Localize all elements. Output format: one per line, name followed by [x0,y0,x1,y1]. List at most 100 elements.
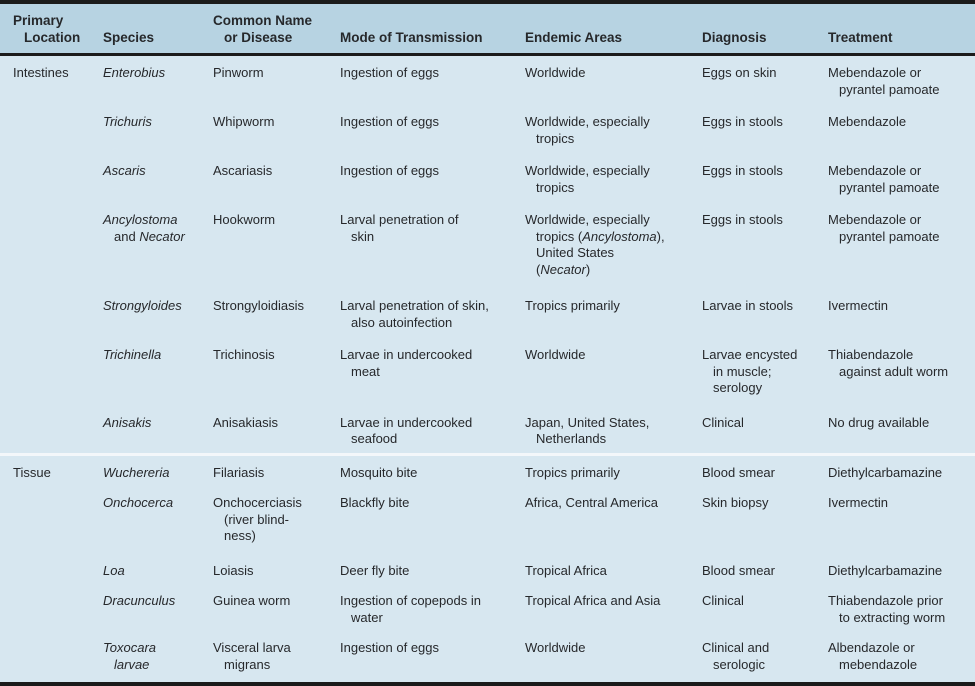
cell-diagnosis-text: Skin biopsy [702,495,769,510]
cell-mode-of-transmission: Ingestion of eggs [340,55,525,111]
column-header-label: Diagnosis [702,29,767,45]
cell-species-text: Toxocara larvae [103,640,156,672]
table-row: Strongyloides Strongyloidiasis Larval pene… [0,294,975,343]
cell-endemic-areas-text: Worldwide [525,65,586,80]
cell-common-name-text: Visceral larva migrans [213,640,291,672]
cell-species-text: Enterobius [103,65,166,80]
table-row: Tissue Wuchereria Filariasis Mosquito bite T… [0,452,975,682]
cell-diagnosis-text: Larvae encysted in muscle; serology [702,347,798,395]
cell-treatment-text: Ivermectin [828,298,888,313]
cell-endemic-areas-text: Worldwide, especially tropics (Ancylostom… [525,212,665,277]
cell-diagnosis-text: Larvae in stools [702,298,794,313]
column-header: Mode of Transmission [340,4,525,56]
cell-species-text: Dracunculus [103,593,176,608]
cell-species: Trichuris [103,110,213,159]
cell-common-name-text: Guinea worm [213,593,291,608]
cell-common-name-text: Pinworm [213,65,264,80]
cell-diagnosis: Blood smear [702,559,828,590]
table-row: Loa Loiasis Deer fly bite Tropical Africa Bl… [0,559,975,590]
cell-endemic-areas: Tropical Africa and Asia [525,589,702,636]
cell-endemic-areas-text: Tropics primarily [525,298,620,313]
cell-treatment-text: Thiabendazole against adult worm [828,347,949,379]
table-row: Ascaris Ascariasis Ingestion of eggs Worldw… [0,159,975,208]
cell-species: Onchocerca [103,491,213,559]
column-header-label: Mode of Transmission [340,29,483,45]
cell-common-name: Ascariasis [213,159,340,208]
cell-diagnosis-text: Clinical [702,593,744,608]
cell-endemic-areas: Worldwide, especially tropics [525,110,702,159]
cell-diagnosis-text: Eggs on skin [702,65,777,80]
cell-species: Enterobius [103,55,213,111]
cell-mode-of-transmission: Ingestion of eggs [340,636,525,682]
cell-treatment: Mebendazole or pyrantel pamoate [828,208,975,294]
cell-species: Ascaris [103,159,213,208]
cell-treatment: Thiabendazole prior to extracting worm [828,589,975,636]
cell-species-text: Loa [103,562,125,578]
cell-mode-of-transmission-text: Larval penetration of skin, also autoinfe… [340,298,489,330]
cell-mode-of-transmission-text: Ingestion of eggs [340,640,440,655]
cell-mode-of-transmission: Deer fly bite [340,559,525,590]
cell-treatment-text: Diethylcarbamazine [828,562,943,578]
cell-common-name: Onchocerciasis (river blind-ness) [213,491,340,559]
cell-endemic-areas: Japan, United States, Netherlands [525,411,702,455]
cell-treatment-text: Diethylcarbamazine [828,464,943,480]
cell-common-name: Loiasis [213,559,340,590]
column-header-label: Species [103,29,155,45]
cell-mode-of-transmission: Larvae in undercooked seafood [340,411,525,455]
cell-common-name-text: Strongyloidiasis [213,298,305,313]
nematode-parasite-table: Primary Location Species Common Name or Dise… [0,4,975,682]
cell-diagnosis: Eggs in stools [702,159,828,208]
cell-endemic-areas: Worldwide, especially tropics [525,159,702,208]
cell-diagnosis: Eggs in stools [702,110,828,159]
cell-primary-location: Intestines [0,55,103,455]
cell-mode-of-transmission-text: Larvae in undercooked seafood [340,414,473,447]
cell-species: Wuchereria [103,452,213,491]
cell-mode-of-transmission-text: Larval penetration of skin [340,212,459,244]
section-intestines: Intestines Enterobius Pinworm Ingestion of … [0,55,975,455]
cell-treatment: Mebendazole [828,110,975,159]
cell-treatment: Thiabendazole against adult worm [828,343,975,411]
cell-species: Ancylostoma and Necator [103,208,213,294]
cell-common-name-text: Trichinosis [213,347,275,362]
cell-treatment: Mebendazole or pyrantel pamoate [828,55,975,111]
cell-primary-location: Tissue [0,452,103,682]
cell-endemic-areas: Africa, Central America [525,491,702,559]
cell-species-text: Trichuris [103,114,152,129]
cell-diagnosis-text: Blood smear [702,464,775,480]
cell-mode-of-transmission: Ingestion of eggs [340,110,525,159]
cell-endemic-areas-text: Worldwide [525,640,586,655]
cell-diagnosis: Clinical and serologic [702,636,828,682]
cell-endemic-areas: Tropics primarily [525,452,702,491]
cell-endemic-areas-text: Worldwide, especially tropics [525,114,650,146]
cell-diagnosis-text: Eggs in stools [702,212,783,227]
table-row: Toxocara larvae Visceral larva migrans Inges… [0,636,975,682]
cell-species-text: Anisakis [103,414,152,430]
column-header: Species [103,4,213,56]
cell-mode-of-transmission: Larvae in undercooked meat [340,343,525,411]
cell-endemic-areas: Worldwide [525,636,702,682]
cell-diagnosis-text: Eggs in stools [702,114,783,129]
cell-common-name-text: Anisakiasis [213,414,279,430]
cell-treatment: Diethylcarbamazine [828,559,975,590]
cell-treatment: Albendazole or mebendazole [828,636,975,682]
cell-endemic-areas: Tropical Africa [525,559,702,590]
table-row: Intestines Enterobius Pinworm Ingestion of … [0,55,975,111]
column-header-label: Endemic Areas [525,29,623,45]
cell-common-name-text: Hookworm [213,212,276,227]
cell-mode-of-transmission: Mosquito bite [340,452,525,491]
cell-common-name: Guinea worm [213,589,340,636]
cell-endemic-areas: Worldwide [525,343,702,411]
table-row: Trichuris Whipworm Ingestion of eggs Worldw… [0,110,975,159]
cell-treatment: Mebendazole or pyrantel pamoate [828,159,975,208]
cell-common-name: Strongyloidiasis [213,294,340,343]
cell-mode-of-transmission: Larval penetration of skin, also autoinfe… [340,294,525,343]
cell-treatment-text: Mebendazole or pyrantel pamoate [828,65,940,97]
cell-treatment-text: Thiabendazole prior to extracting worm [828,593,946,625]
primary-location-label: Intestines [13,65,69,80]
cell-species: Loa [103,559,213,590]
cell-treatment-text: No drug available [828,414,930,430]
cell-mode-of-transmission-text: Ingestion of eggs [340,65,440,80]
cell-species: Toxocara larvae [103,636,213,682]
cell-diagnosis: Blood smear [702,452,828,491]
